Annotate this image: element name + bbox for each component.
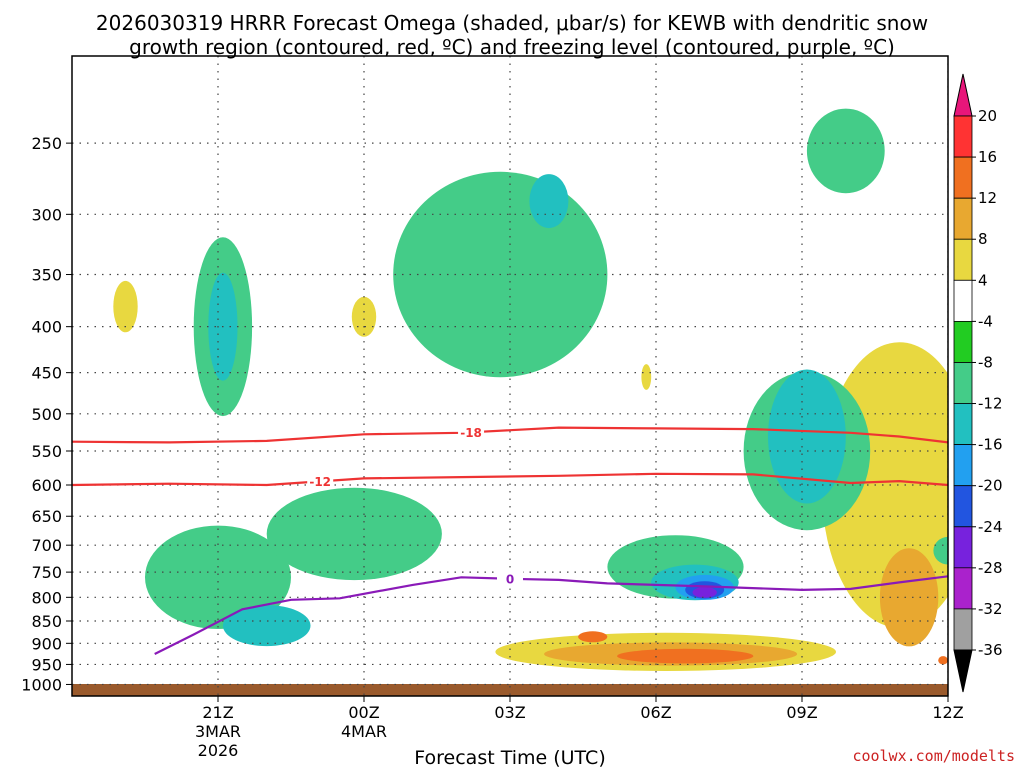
colorbar-bottom-arrow (953, 649, 973, 693)
xtick-label-09Z: 09Z (786, 703, 817, 722)
ytick-label-500: 500 (31, 405, 62, 424)
ytick-label-250: 250 (31, 134, 62, 153)
colorbar-label-12: -32 (978, 600, 1003, 618)
xtick-date-21Z: 3MAR (195, 722, 241, 741)
xtick-year-21Z: 2026 (198, 741, 239, 760)
contour-line-2 (154, 575, 948, 655)
colorbar-swatch-0 (953, 115, 973, 158)
ytick-label-350: 350 (31, 266, 62, 285)
ytick-label-700: 700 (31, 536, 62, 555)
xtick-label-06Z: 06Z (640, 703, 671, 722)
ytick-label-850: 850 (31, 612, 62, 631)
xtick-label-03Z: 03Z (494, 703, 525, 722)
colorbar-label-0: 20 (978, 107, 997, 125)
omega-region-12-1 (578, 631, 608, 643)
x-axis-label: Forecast Time (UTC) (414, 747, 605, 768)
colorbar-swatch-11 (953, 567, 973, 610)
ytick-label-800: 800 (31, 588, 62, 607)
colorbar-label-2: 12 (978, 189, 997, 207)
contour-label-2: 0 (506, 572, 514, 586)
omega-region-neg8-4 (145, 525, 291, 629)
xtick-label-00Z: 00Z (348, 703, 379, 722)
omega-region-neg12-1 (529, 174, 569, 229)
colorbar-label-1: 16 (978, 148, 997, 166)
xtick-date-00Z: 4MAR (341, 722, 387, 741)
omega-colorbar: 20 16 12 8 4 -4 -8 -12 -16 -20 -24 -28 -32 -36 (953, 73, 1003, 693)
contour-label-bg-1 (307, 473, 334, 489)
colorbar-swatch-1 (953, 156, 973, 199)
ytick-label-450: 450 (31, 364, 62, 383)
omega-region-neg24-0 (692, 587, 717, 598)
terrain-surface (72, 684, 948, 696)
omega-region-neg8-5 (266, 487, 442, 581)
omega-shading-layer (72, 108, 948, 696)
omega-region-8-1 (879, 548, 939, 647)
colorbar-swatch-8 (953, 444, 973, 487)
colorbar-swatch-9 (953, 485, 973, 528)
colorbar-label-4: 4 (978, 271, 988, 289)
colorbar-swatch-4 (953, 279, 973, 322)
colorbar-swatch-10 (953, 526, 973, 569)
colorbar-label-11: -28 (978, 559, 1003, 577)
colorbar-label-10: -24 (978, 518, 1003, 536)
colorbar-label-8: -16 (978, 436, 1003, 454)
omega-region-12-2 (938, 656, 948, 665)
chart-title-line1: 2026030319 HRRR Forecast Omega (shaded, … (96, 11, 928, 35)
contour-label-1: -12 (309, 475, 331, 489)
colorbar-swatch-6 (953, 362, 973, 404)
colorbar-swatch-3 (953, 238, 973, 281)
ytick-label-750: 750 (31, 563, 62, 582)
colorbar-swatch-7 (953, 403, 973, 445)
ytick-label-650: 650 (31, 507, 62, 526)
colorbar-swatch-5 (953, 320, 973, 363)
omega-region-4-1 (351, 296, 377, 337)
colorbar-label-3: 8 (978, 230, 988, 248)
omega-region-neg12-2 (768, 369, 846, 504)
colorbar-swatch-2 (953, 197, 973, 240)
contour-line-1 (72, 472, 948, 487)
colorbar-label-6: -8 (978, 353, 993, 371)
ytick-label-900: 900 (31, 634, 62, 653)
ytick-label-1000: 1000 (21, 675, 62, 694)
omega-region-12-0 (617, 648, 754, 664)
ytick-label-400: 400 (31, 318, 62, 337)
contour-lines-layer: -18 -12 0 (72, 424, 948, 655)
colorbar-label-9: -20 (978, 477, 1003, 495)
ytick-label-300: 300 (31, 205, 62, 224)
chart-title-line2: growth region (contoured, red, ºC) and f… (129, 35, 895, 59)
omega-region-4-2 (641, 364, 652, 390)
xtick-label-21Z: 21Z (202, 703, 233, 722)
colorbar-swatch-12 (953, 608, 973, 651)
colorbar-label-5: -4 (978, 312, 993, 330)
omega-region-neg8-7 (933, 536, 948, 565)
colorbar-label-7: -12 (978, 395, 1003, 413)
site-credit: coolwx.com/modelts (852, 747, 1015, 765)
omega-region-neg12-3 (222, 605, 311, 647)
omega-region-neg8-2 (806, 108, 885, 194)
contour-line-0 (72, 426, 948, 444)
pressure-axis: 250 300 350 400 450 500 550 600 650 700 750 800 850 9… (21, 134, 72, 694)
contour-label-bg-0 (458, 424, 485, 440)
omega-region-4-0 (113, 280, 138, 333)
ytick-label-550: 550 (31, 442, 62, 461)
xtick-label-12Z: 12Z (932, 703, 963, 722)
ytick-label-950: 950 (31, 655, 62, 674)
contour-label-bg-2 (497, 570, 523, 586)
colorbar-top-arrow (953, 73, 973, 117)
colorbar-label-13: -36 (978, 641, 1003, 659)
contour-label-0: -18 (460, 426, 482, 440)
ytick-label-600: 600 (31, 476, 62, 495)
